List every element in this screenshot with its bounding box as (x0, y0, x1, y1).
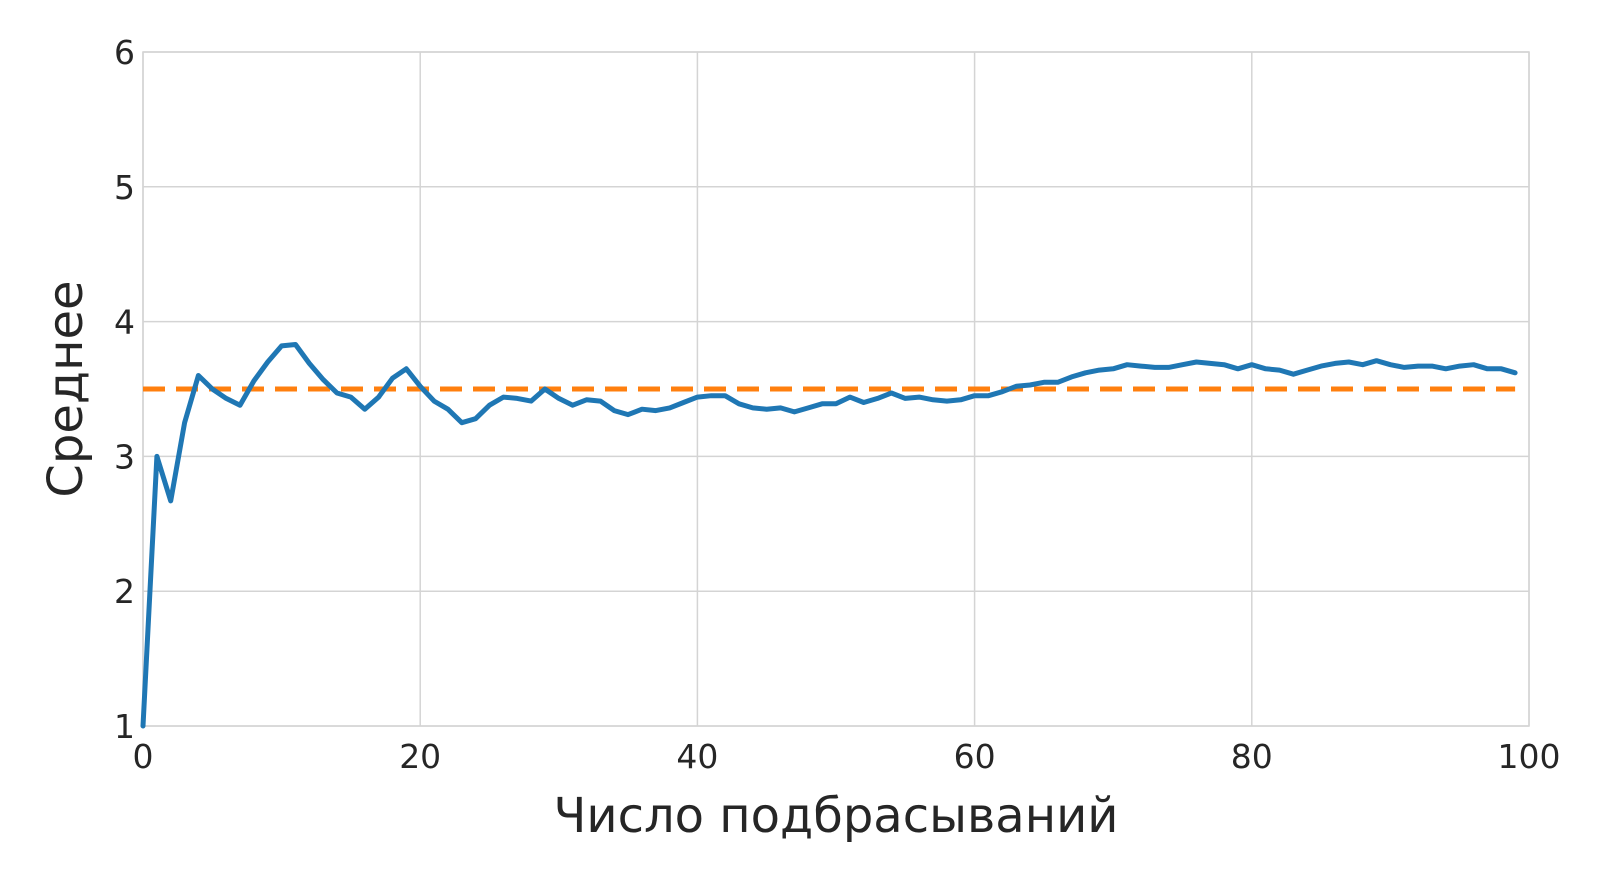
y-tick-label: 5 (114, 168, 135, 207)
x-tick-label: 60 (954, 737, 996, 776)
y-tick-label: 1 (114, 707, 135, 746)
grid (142, 51, 1530, 727)
y-tick-label: 4 (114, 303, 135, 342)
y-tick-label: 6 (114, 33, 135, 72)
y-tick-label: 2 (114, 572, 135, 611)
series-layer (140, 342, 1518, 729)
x-tick-label: 0 (133, 737, 154, 776)
x-tick-label: 40 (676, 737, 718, 776)
x-tick-label: 20 (399, 737, 441, 776)
x-axis-label: Число подбрасываний (554, 788, 1119, 844)
x-tick-label: 80 (1231, 737, 1273, 776)
tick-labels: 0 20 40 60 80 100 1 2 3 4 5 6 (114, 33, 1561, 776)
x-tick-label: 100 (1498, 737, 1561, 776)
y-axis-label: Среднее (38, 280, 94, 497)
series-line (140, 342, 1518, 729)
y-tick-label: 3 (114, 437, 135, 476)
